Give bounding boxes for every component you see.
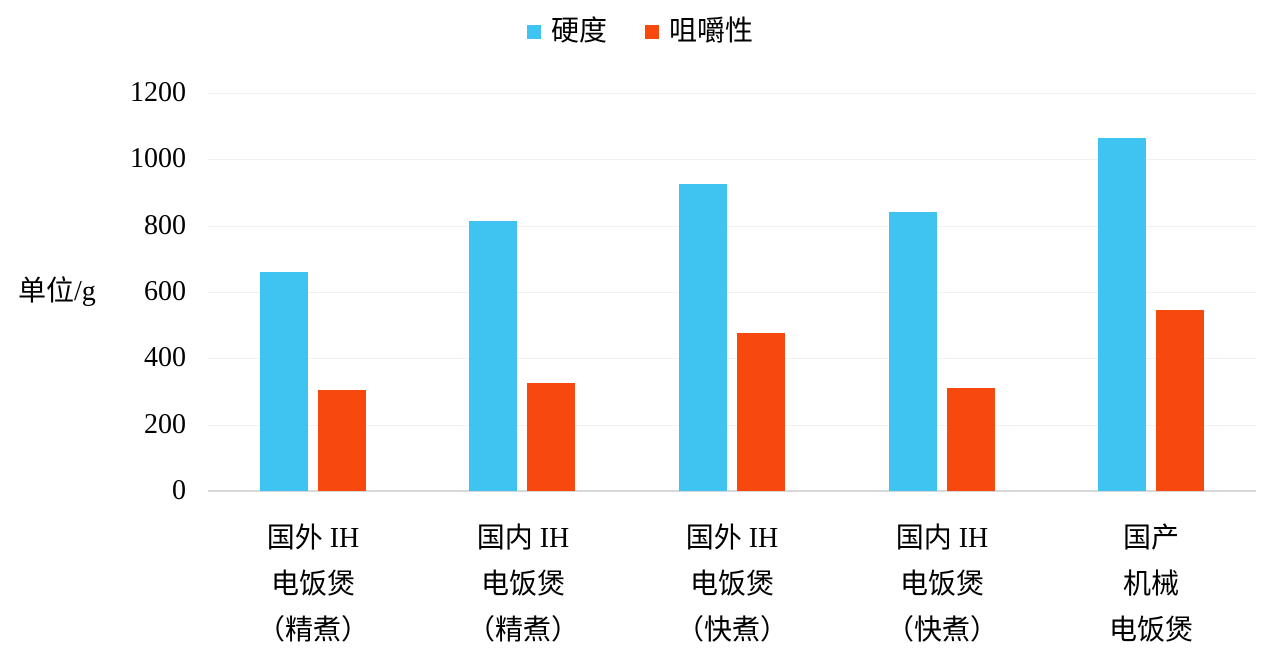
x-axis-label-group2: 国内 IH 电饭煲 （精煮） (418, 516, 628, 654)
legend-swatch-chewiness (645, 25, 659, 39)
bar-chewiness-group4 (947, 388, 995, 491)
y-axis-tick-label: 1200 (130, 77, 186, 108)
legend-swatch-hardness (526, 25, 541, 39)
bar-chewiness-group5 (1156, 310, 1204, 491)
legend: 硬度 咀嚼性 (0, 12, 1280, 52)
legend-item-chewiness: 咀嚼性 (645, 18, 753, 46)
x-axis-label-group5: 国产 机械 电饭煲 (1046, 516, 1256, 654)
x-axis-label-line: 国内 IH (895, 523, 989, 554)
bar-hardness-group2 (469, 221, 517, 491)
gridline (208, 93, 1256, 94)
x-axis-baseline (208, 490, 1256, 492)
x-axis-label-line: （快煮） (885, 615, 998, 646)
gridline (208, 358, 1256, 359)
x-axis-label-line: 国外 IH (266, 523, 360, 554)
legend-label-hardness: 硬度 (550, 16, 607, 47)
gridline (208, 292, 1256, 293)
y-axis-title: 单位/g (18, 276, 96, 307)
bar-hardness-group3 (679, 184, 727, 491)
x-axis-label-line: 电饭煲 (270, 569, 355, 600)
x-axis-label-line: 电饭煲 (1108, 615, 1193, 646)
y-axis-tick-label: 0 (172, 475, 186, 506)
gridline (208, 159, 1256, 160)
bar-hardness-group4 (889, 212, 937, 491)
x-axis-label-line: 国外 IH (685, 523, 779, 554)
legend-item-hardness: 硬度 (526, 16, 607, 47)
y-axis-tick-label: 200 (144, 409, 186, 440)
bar-chewiness-group1 (318, 390, 366, 491)
x-axis-label-line: （快煮） (675, 615, 788, 646)
gridline (208, 226, 1256, 227)
x-axis-label-line: 电饭煲 (899, 569, 984, 600)
y-axis-tick-label: 1000 (130, 143, 186, 174)
x-axis-label-line: （精煮） (466, 615, 579, 646)
x-axis-label-line: （精煮） (256, 615, 369, 646)
x-axis-label-line: 国产 (1122, 523, 1179, 554)
bar-hardness-group1 (260, 272, 308, 491)
x-axis-label-line: 电饭煲 (480, 569, 565, 600)
y-axis-tick-label: 400 (144, 342, 186, 373)
x-axis-label-line: 电饭煲 (689, 569, 774, 600)
x-axis-label-line: 机械 (1122, 569, 1179, 600)
legend-label-chewiness: 咀嚼性 (669, 16, 754, 47)
y-axis-tick-label: 800 (144, 210, 186, 241)
x-axis-label-group4: 国内 IH 电饭煲 （快煮） (837, 516, 1047, 654)
gridline (208, 425, 1256, 426)
x-axis-label-group1: 国外 IH 电饭煲 （精煮） (208, 516, 418, 654)
x-axis-label-line: 国内 IH (476, 523, 570, 554)
x-axis-label-group3: 国外 IH 电饭煲 （快煮） (627, 516, 837, 654)
y-axis-tick-label: 600 (144, 276, 186, 307)
bar-chewiness-group2 (527, 383, 575, 491)
bar-hardness-group5 (1098, 138, 1146, 491)
bar-chewiness-group3 (737, 333, 785, 491)
